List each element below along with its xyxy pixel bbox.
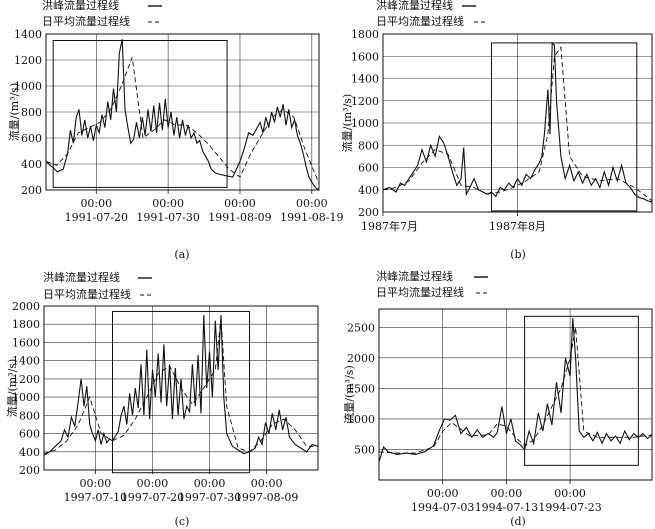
legend-daily-label-d: 日平均流量过程线 xyxy=(376,285,464,299)
x-tick-label-date: 1991-08-09 xyxy=(208,211,271,224)
x-tick-label-date: 1994-07-03 xyxy=(411,501,474,514)
legend-peak-label-c: 洪峰流量过程线 xyxy=(43,270,120,284)
y-tick-label: 1800 xyxy=(12,318,40,331)
series-peak-line xyxy=(378,318,653,462)
x-tick-label-time: 00:00 xyxy=(251,477,283,490)
flood-window-box xyxy=(490,42,638,212)
y-tick-label: 1200 xyxy=(12,373,40,386)
panel-caption: (c) xyxy=(175,515,190,528)
x-tick-label-time: 00:00 xyxy=(152,197,184,210)
chart-panel-c: 洪峰流量过程线 日平均流量过程线 200 400 600 800 1000 1200 140… xyxy=(5,270,319,528)
y-tick-label: 2000 xyxy=(12,300,40,313)
y-tick-label: 800 xyxy=(358,139,379,152)
x-tick-label-date: 1997-07-20 xyxy=(121,491,184,504)
flood-window-box xyxy=(524,315,639,466)
legend-daily-label-c: 日平均流量过程线 xyxy=(43,287,131,301)
x-tick-label-date: 1994-07-13 xyxy=(475,501,538,514)
y-tick-label: 1000 xyxy=(14,80,42,93)
plot-frame xyxy=(43,305,319,471)
y-tick-label: 1400 xyxy=(351,73,379,86)
y-tick-label: 400 xyxy=(358,184,379,197)
legend-d: 洪峰流量过程线 日平均流量过程线 xyxy=(376,269,490,299)
y-tick-label: 400 xyxy=(21,158,42,171)
plot-frame xyxy=(45,33,320,191)
x-tick-label-time: 00:00 xyxy=(296,197,328,210)
x-tick-label-time: 00:00 xyxy=(491,487,523,500)
y-tick-label: 1800 xyxy=(351,28,379,41)
x-tick-label-time: 00:00 xyxy=(194,477,226,490)
series-daily-line xyxy=(382,46,653,202)
y-tick-label: 600 xyxy=(358,162,379,175)
x-tick-label-date: 1997-07-30 xyxy=(178,491,241,504)
series-peak-line xyxy=(382,41,653,203)
flood-window-box xyxy=(52,40,228,188)
series-peak-line xyxy=(43,315,319,456)
y-tick-label: 1200 xyxy=(14,54,42,67)
legend-peak-label-b: 洪峰流量过程线 xyxy=(376,0,453,12)
y-axis-label: 流量/(m³/s) xyxy=(342,365,356,423)
y-axis-label: 流量/(m³/s) xyxy=(7,83,21,141)
legend-peak-label-a: 洪峰流量过程线 xyxy=(42,0,119,12)
series-daily-line xyxy=(43,318,318,455)
y-tick-label: 2000 xyxy=(347,352,375,365)
x-tick-label-date: 1994-07-23 xyxy=(538,501,601,514)
panel-caption: (a) xyxy=(174,248,189,261)
chart-panel-b: 洪峰流量过程线 日平均流量过程线 200 400 600 800 1000 1200 140… xyxy=(340,0,653,261)
series-daily-line xyxy=(378,327,653,454)
x-tick-label-time: 00:00 xyxy=(80,477,112,490)
chart-panel-d: 洪峰流量过程线 日平均流量过程线 500 1000 1500 2000 2500 00:0… xyxy=(342,269,653,528)
panel-caption: (b) xyxy=(510,248,526,261)
y-tick-label: 800 xyxy=(19,409,40,422)
y-tick-label: 1200 xyxy=(351,95,379,108)
y-tick-label: 2500 xyxy=(347,321,375,334)
legend-c: 洪峰流量过程线 日平均流量过程线 xyxy=(43,270,154,301)
y-tick-label: 1000 xyxy=(347,413,375,426)
y-tick-label: 1400 xyxy=(12,355,40,368)
plot-frame xyxy=(382,33,653,213)
y-tick-label: 400 xyxy=(19,446,40,459)
legend-peak-label-d: 洪峰流量过程线 xyxy=(376,269,453,283)
y-tick-label: 1000 xyxy=(351,117,379,130)
y-tick-label: 800 xyxy=(21,106,42,119)
y-tick-label: 200 xyxy=(358,206,379,219)
legend-daily-label-b: 日平均流量过程线 xyxy=(376,14,464,28)
x-tick-label-date: 1997-08-09 xyxy=(235,491,298,504)
series-peak-line xyxy=(45,39,320,191)
y-tick-label: 600 xyxy=(19,428,40,441)
plot-frame xyxy=(378,308,653,481)
y-axis-label: 流量/(m³/s) xyxy=(340,94,354,152)
y-tick-label: 1500 xyxy=(347,382,375,395)
legend-daily-label-a: 日平均流量过程线 xyxy=(42,14,130,28)
flood-window-box xyxy=(112,310,250,474)
x-tick-label-date: 1991-07-20 xyxy=(65,211,128,224)
y-tick-label: 600 xyxy=(21,132,42,145)
y-tick-label: 200 xyxy=(19,464,40,477)
x-tick-label-time: 00:00 xyxy=(554,487,586,500)
x-tick-label-date: 1991-07-30 xyxy=(136,211,199,224)
x-tick-label-time: 00:00 xyxy=(427,487,459,500)
y-tick-label: 1000 xyxy=(12,391,40,404)
y-tick-label: 1600 xyxy=(351,50,379,63)
x-tick-label-time: 00:00 xyxy=(137,477,169,490)
x-tick-label-date: 1987年7月 xyxy=(361,219,418,233)
x-tick-label-date: 1991-08-19 xyxy=(280,211,343,224)
x-tick-label-date: 1987年8月 xyxy=(489,219,546,233)
y-axis-label: 流量/(m³/s) xyxy=(5,359,19,417)
chart-panel-a: 洪峰流量过程线 日平均流量过程线 200 400 600 800 1000 1200 140… xyxy=(7,0,344,261)
panel-caption: (d) xyxy=(510,515,526,528)
x-tick-label-time: 00:00 xyxy=(224,197,256,210)
legend-b: 洪峰流量过程线 日平均流量过程线 xyxy=(376,0,488,28)
y-tick-label: 1400 xyxy=(14,28,42,41)
series-daily-line xyxy=(45,57,320,184)
legend-a: 洪峰流量过程线 日平均流量过程线 xyxy=(42,0,162,28)
y-tick-label: 200 xyxy=(21,184,42,197)
x-tick-label-date: 1997-07-10 xyxy=(64,491,127,504)
y-tick-label: 500 xyxy=(354,443,375,456)
y-tick-label: 1600 xyxy=(12,336,40,349)
x-tick-label-time: 00:00 xyxy=(80,197,112,210)
